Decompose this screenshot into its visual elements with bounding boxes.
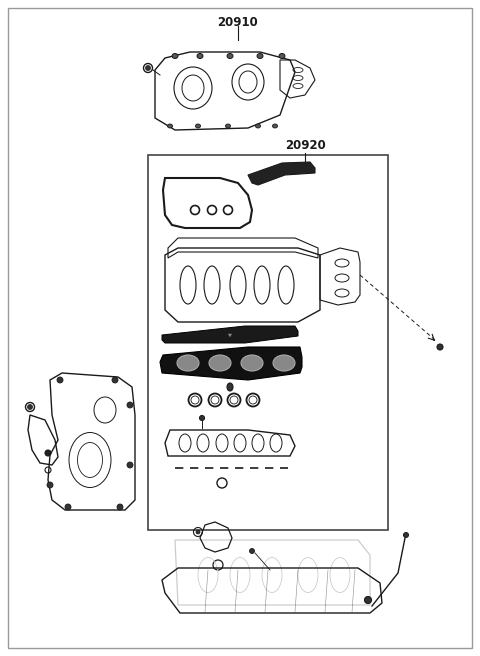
Ellipse shape: [117, 504, 123, 510]
Ellipse shape: [364, 596, 372, 604]
Ellipse shape: [145, 66, 151, 70]
Text: 20910: 20910: [217, 16, 258, 29]
Ellipse shape: [45, 450, 51, 456]
Ellipse shape: [127, 402, 133, 408]
Ellipse shape: [226, 124, 230, 128]
Text: 20920: 20920: [285, 139, 325, 152]
Ellipse shape: [112, 377, 118, 383]
Ellipse shape: [172, 54, 178, 58]
Ellipse shape: [200, 415, 204, 420]
Ellipse shape: [250, 548, 254, 554]
Ellipse shape: [195, 124, 201, 128]
Ellipse shape: [227, 383, 233, 391]
Polygon shape: [162, 326, 298, 343]
Polygon shape: [160, 347, 302, 380]
Ellipse shape: [273, 355, 295, 371]
Ellipse shape: [127, 462, 133, 468]
Ellipse shape: [273, 124, 277, 128]
Ellipse shape: [65, 504, 71, 510]
Ellipse shape: [168, 124, 172, 128]
Bar: [148, 155, 388, 530]
Ellipse shape: [196, 530, 200, 534]
Ellipse shape: [255, 124, 261, 128]
Ellipse shape: [279, 54, 285, 58]
Ellipse shape: [57, 377, 63, 383]
Ellipse shape: [197, 54, 203, 58]
Ellipse shape: [177, 355, 199, 371]
Ellipse shape: [241, 355, 263, 371]
Ellipse shape: [404, 533, 408, 537]
Polygon shape: [248, 162, 315, 185]
Ellipse shape: [257, 54, 263, 58]
Ellipse shape: [47, 482, 53, 488]
Ellipse shape: [209, 355, 231, 371]
Ellipse shape: [227, 54, 233, 58]
Ellipse shape: [437, 344, 443, 350]
Ellipse shape: [27, 405, 33, 409]
